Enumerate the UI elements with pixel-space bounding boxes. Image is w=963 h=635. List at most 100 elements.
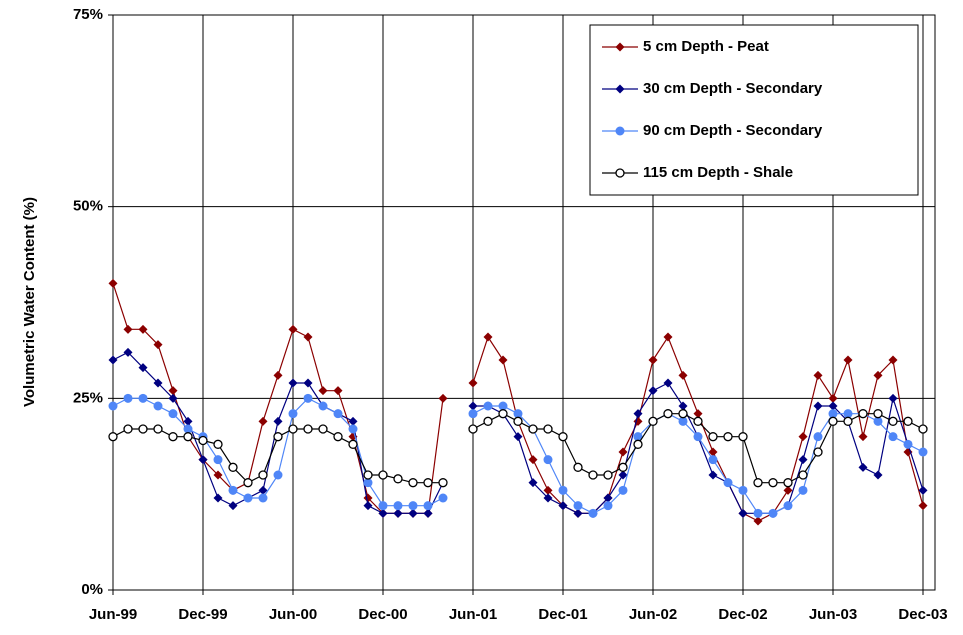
marker: [198, 455, 208, 465]
marker: [663, 332, 673, 342]
marker: [228, 485, 238, 495]
marker: [243, 478, 253, 488]
marker: [828, 393, 838, 403]
marker: [813, 447, 823, 457]
marker: [573, 508, 583, 518]
x-tick-label: Jun-03: [809, 606, 857, 623]
marker: [543, 493, 553, 503]
marker: [138, 393, 148, 403]
marker: [633, 432, 643, 442]
marker: [813, 432, 823, 442]
marker: [918, 447, 928, 457]
marker: [723, 478, 733, 488]
marker: [603, 470, 613, 480]
marker: [528, 424, 538, 434]
marker: [615, 42, 625, 52]
legend-box: [589, 24, 919, 196]
marker: [903, 439, 913, 449]
marker: [213, 493, 223, 503]
marker: [483, 416, 493, 426]
marker: [693, 416, 703, 426]
marker: [258, 493, 268, 503]
marker: [123, 393, 133, 403]
marker: [138, 324, 148, 334]
legend-label: 115 cm Depth - Shale: [643, 164, 793, 181]
marker: [618, 447, 628, 457]
marker: [303, 332, 313, 342]
marker: [543, 455, 553, 465]
marker: [528, 478, 538, 488]
marker: [798, 470, 808, 480]
marker: [318, 386, 328, 396]
marker: [348, 416, 358, 426]
marker: [738, 432, 748, 442]
marker: [603, 501, 613, 511]
marker: [333, 432, 343, 442]
marker: [288, 324, 298, 334]
legend-label: 90 cm Depth - Secondary: [643, 122, 823, 139]
marker: [873, 416, 883, 426]
marker: [318, 401, 328, 411]
marker: [408, 501, 418, 511]
y-tick-label: 0%: [81, 581, 103, 598]
marker: [273, 432, 283, 442]
marker: [828, 409, 838, 419]
marker: [543, 485, 553, 495]
marker: [648, 416, 658, 426]
marker: [438, 393, 448, 403]
marker: [783, 501, 793, 511]
marker: [168, 386, 178, 396]
marker: [108, 278, 118, 288]
marker: [468, 424, 478, 434]
marker: [693, 409, 703, 419]
marker: [183, 424, 193, 434]
marker: [888, 432, 898, 442]
x-tick-label: Jun-00: [269, 606, 317, 623]
y-tick-label: 50%: [73, 198, 103, 215]
marker: [843, 355, 853, 365]
marker: [615, 126, 625, 136]
x-tick-label: Dec-99: [178, 606, 227, 623]
x-tick-label: Jun-99: [89, 606, 137, 623]
marker: [288, 378, 298, 388]
marker: [888, 393, 898, 403]
marker: [393, 501, 403, 511]
marker: [303, 393, 313, 403]
marker: [303, 424, 313, 434]
marker: [615, 84, 625, 94]
marker: [243, 493, 253, 503]
marker: [393, 508, 403, 518]
marker: [828, 401, 838, 411]
marker: [738, 485, 748, 495]
marker: [423, 478, 433, 488]
marker: [813, 370, 823, 380]
marker: [153, 378, 163, 388]
marker: [873, 409, 883, 419]
marker: [123, 347, 133, 357]
marker: [498, 355, 508, 365]
marker: [543, 424, 553, 434]
marker: [888, 355, 898, 365]
marker: [408, 478, 418, 488]
marker: [303, 378, 313, 388]
marker: [768, 478, 778, 488]
marker: [558, 501, 568, 511]
marker: [588, 508, 598, 518]
marker: [153, 424, 163, 434]
marker: [648, 386, 658, 396]
marker: [483, 401, 493, 411]
marker: [768, 508, 778, 518]
marker: [678, 370, 688, 380]
marker: [183, 416, 193, 426]
marker: [918, 424, 928, 434]
marker: [588, 470, 598, 480]
marker: [168, 393, 178, 403]
marker: [618, 462, 628, 472]
marker: [843, 409, 853, 419]
marker: [348, 439, 358, 449]
legend: 5 cm Depth - Peat 30 cm Depth - Secondary…: [589, 24, 919, 196]
marker: [378, 470, 388, 480]
marker: [918, 485, 928, 495]
marker: [483, 332, 493, 342]
marker: [708, 455, 718, 465]
